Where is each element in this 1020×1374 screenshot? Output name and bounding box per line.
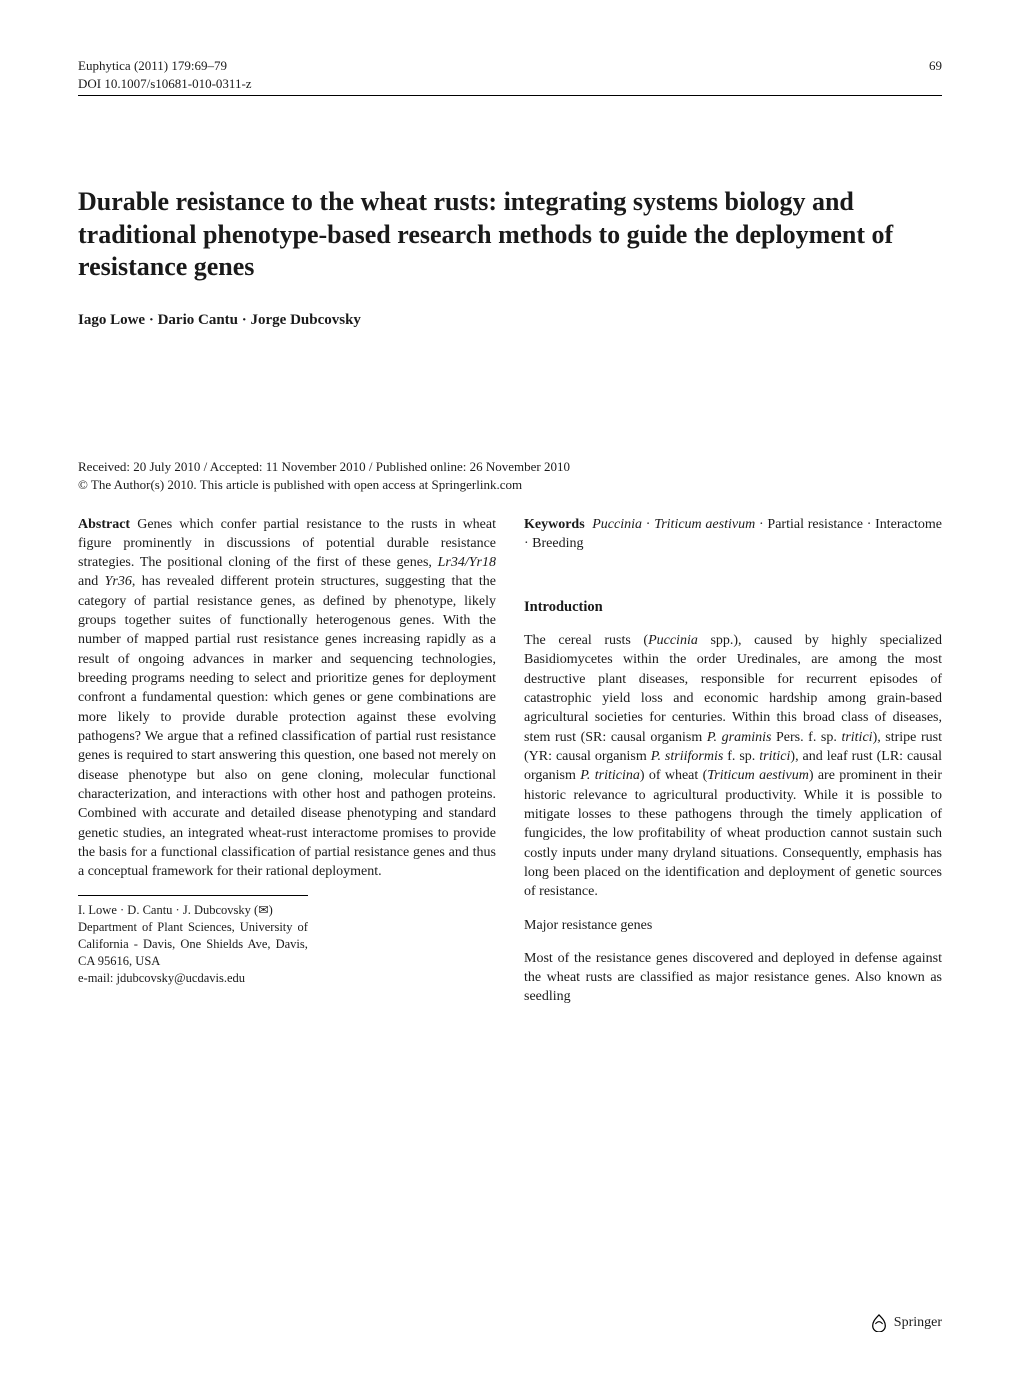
doi-line: DOI 10.1007/s10681-010-0311-z — [78, 76, 942, 92]
journal-ref: Euphytica (2011) 179:69–79 — [78, 58, 227, 74]
right-column: Keywords Puccinia · Triticum aestivum · … — [524, 515, 942, 1007]
keywords-label: Keywords — [524, 517, 585, 532]
keywords-text: Puccinia · Triticum aestivum · Partial r… — [524, 517, 942, 551]
left-column: Abstract Genes which confer partial resi… — [78, 515, 496, 1007]
section-heading-introduction: Introduction — [524, 597, 942, 617]
publisher-name: Springer — [894, 1315, 942, 1331]
article-dates: Received: 20 July 2010 / Accepted: 11 No… — [78, 459, 942, 475]
affiliation-block: I. Lowe · D. Cantu · J. Dubcovsky (✉) De… — [78, 895, 308, 986]
intro-paragraph: The cereal rusts (Puccinia spp.), caused… — [524, 631, 942, 901]
article-title: Durable resistance to the wheat rusts: i… — [78, 186, 942, 284]
copyright-line: © The Author(s) 2010. This article is pu… — [78, 477, 942, 493]
sub-paragraph: Most of the resistance genes discovered … — [524, 949, 942, 1007]
page-number: 69 — [929, 58, 942, 74]
header-rule — [78, 95, 942, 96]
affiliation-authors: I. Lowe · D. Cantu · J. Dubcovsky (✉) — [78, 902, 308, 919]
affiliation-authors-post: ) — [269, 903, 273, 917]
subsection-heading-major-resistance: Major resistance genes — [524, 916, 942, 935]
keywords-paragraph: Keywords Puccinia · Triticum aestivum · … — [524, 515, 942, 554]
springer-icon — [870, 1314, 888, 1332]
two-column-body: Abstract Genes which confer partial resi… — [78, 515, 942, 1007]
running-header: Euphytica (2011) 179:69–79 69 — [78, 58, 942, 74]
abstract-label: Abstract — [78, 517, 130, 532]
affiliation-dept: Department of Plant Sciences, University… — [78, 919, 308, 970]
publisher-footer: Springer — [870, 1314, 942, 1332]
affiliation-email: e-mail: jdubcovsky@ucdavis.edu — [78, 970, 308, 987]
author-list: Iago Lowe · Dario Cantu · Jorge Dubcovsk… — [78, 312, 942, 329]
affiliation-authors-pre: I. Lowe · D. Cantu · J. Dubcovsky ( — [78, 903, 258, 917]
spacer — [524, 553, 942, 597]
abstract-paragraph: Abstract Genes which confer partial resi… — [78, 515, 496, 882]
envelope-icon: ✉ — [258, 903, 268, 917]
abstract-text: Genes which confer partial resistance to… — [78, 517, 496, 880]
